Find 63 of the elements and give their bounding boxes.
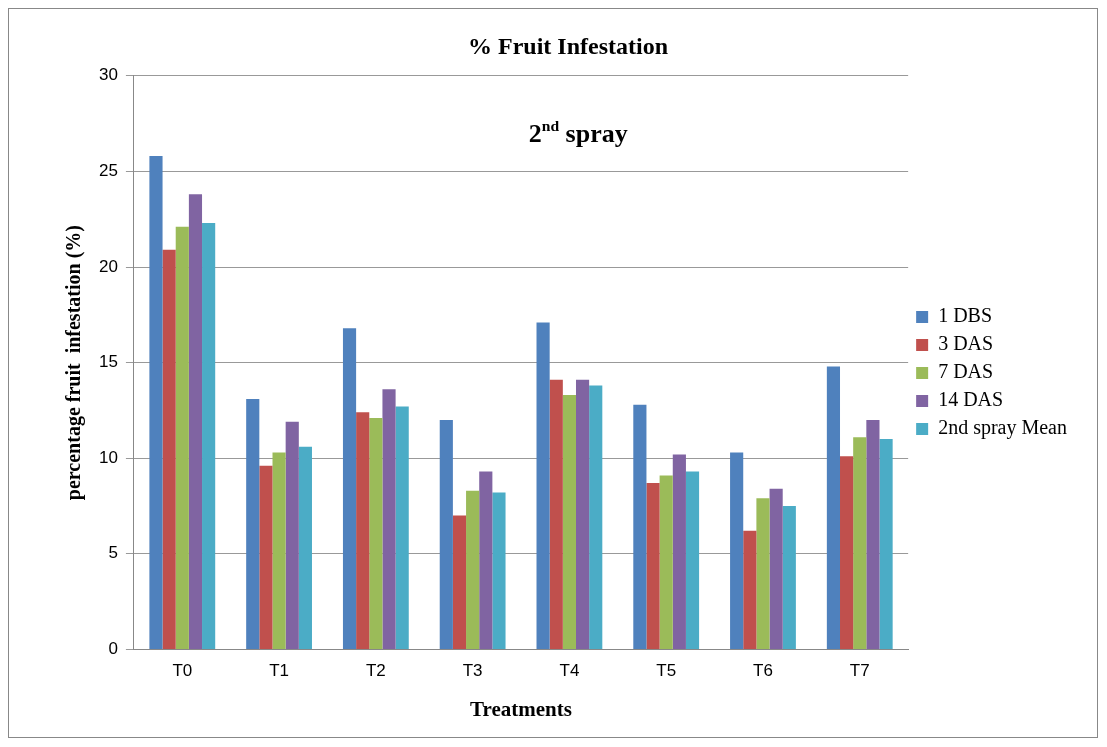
bar [188, 194, 203, 649]
bar [202, 223, 216, 649]
bar [576, 379, 590, 649]
bar [356, 412, 370, 649]
y-axis-title: percentage fruit infestation (%) [62, 225, 86, 501]
bar [866, 419, 880, 649]
bar [369, 418, 383, 649]
bar [149, 156, 163, 649]
x-tick-label: T6 [753, 661, 773, 681]
legend-label: 2nd spray Mean [938, 416, 1067, 440]
legend-label: 3 DAS [938, 332, 994, 355]
x-tick-label: T0 [172, 661, 193, 681]
bar [175, 226, 189, 649]
bar [826, 366, 841, 649]
bar [853, 437, 867, 649]
bar [730, 452, 744, 649]
bar [879, 439, 893, 649]
legend-label: 1 DBS [938, 304, 993, 327]
bar [272, 452, 286, 649]
x-tick-label: T1 [269, 661, 289, 681]
bar [672, 454, 686, 649]
y-tick-label: 5 [108, 543, 118, 563]
legend-label: 7 DAS [938, 360, 994, 383]
bar [298, 446, 312, 649]
x-tick-label: T4 [559, 661, 580, 681]
y-tick-label: 10 [98, 447, 118, 467]
x-tick-label: T2 [365, 661, 386, 681]
bar [782, 506, 796, 649]
bar [342, 328, 357, 649]
bar [162, 249, 176, 649]
bar [285, 421, 299, 649]
y-tick-label: 15 [98, 352, 118, 372]
bar [549, 379, 563, 649]
y-tick-label: 20 [98, 256, 118, 276]
bar [536, 322, 550, 649]
x-axis-title: Treatments [470, 696, 572, 721]
bar [633, 404, 647, 649]
bar [743, 530, 757, 649]
bar [562, 395, 576, 649]
bar [452, 515, 467, 649]
y-tick-label: 30 [98, 65, 118, 85]
chart-title: % Fruit Infestation [468, 32, 668, 59]
bar [685, 471, 700, 649]
bar [395, 406, 409, 649]
bar [439, 419, 453, 649]
x-tick-label: T7 [849, 661, 870, 681]
bar [259, 465, 273, 649]
legend-label: 14 DAS [938, 388, 1004, 411]
bar [466, 490, 480, 649]
bar [246, 398, 260, 649]
bar [589, 385, 603, 649]
bar [479, 471, 493, 649]
bar [756, 498, 770, 649]
bar [492, 492, 506, 649]
x-tick-label: T3 [462, 661, 483, 681]
x-tick-label: T5 [656, 661, 677, 681]
bar [840, 456, 854, 649]
bar [646, 483, 660, 649]
bar [769, 488, 783, 649]
bar [659, 475, 673, 649]
y-tick-label: 0 [108, 639, 118, 659]
bar [382, 389, 396, 649]
y-tick-label: 25 [98, 161, 118, 181]
